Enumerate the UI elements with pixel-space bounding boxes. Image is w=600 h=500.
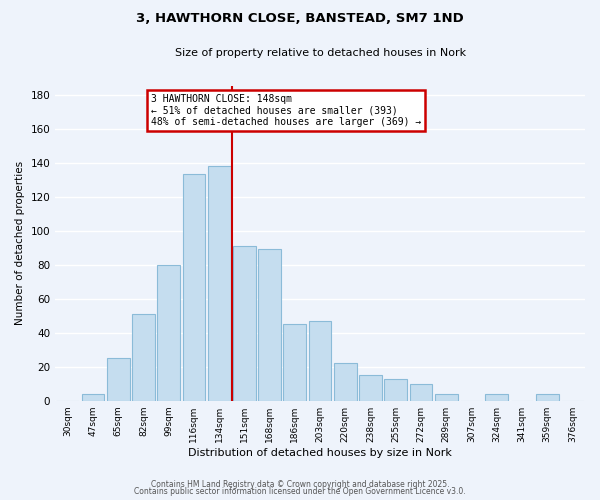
Bar <box>107 358 130 401</box>
Bar <box>410 384 433 400</box>
Bar <box>283 324 306 400</box>
Bar <box>82 394 104 400</box>
X-axis label: Distribution of detached houses by size in Nork: Distribution of detached houses by size … <box>188 448 452 458</box>
Bar <box>309 321 331 400</box>
Bar <box>334 364 356 401</box>
Bar <box>385 378 407 400</box>
Y-axis label: Number of detached properties: Number of detached properties <box>15 162 25 326</box>
Bar <box>132 314 155 400</box>
Bar <box>435 394 458 400</box>
Title: Size of property relative to detached houses in Nork: Size of property relative to detached ho… <box>175 48 466 58</box>
Text: 3 HAWTHORN CLOSE: 148sqm
← 51% of detached houses are smaller (393)
48% of semi-: 3 HAWTHORN CLOSE: 148sqm ← 51% of detach… <box>151 94 421 127</box>
Bar <box>208 166 230 400</box>
Text: Contains public sector information licensed under the Open Government Licence v3: Contains public sector information licen… <box>134 488 466 496</box>
Bar <box>233 246 256 400</box>
Bar <box>359 375 382 400</box>
Bar <box>157 264 180 400</box>
Text: Contains HM Land Registry data © Crown copyright and database right 2025.: Contains HM Land Registry data © Crown c… <box>151 480 449 489</box>
Text: 3, HAWTHORN CLOSE, BANSTEAD, SM7 1ND: 3, HAWTHORN CLOSE, BANSTEAD, SM7 1ND <box>136 12 464 26</box>
Bar <box>536 394 559 400</box>
Bar <box>258 250 281 400</box>
Bar <box>182 174 205 400</box>
Bar <box>485 394 508 400</box>
